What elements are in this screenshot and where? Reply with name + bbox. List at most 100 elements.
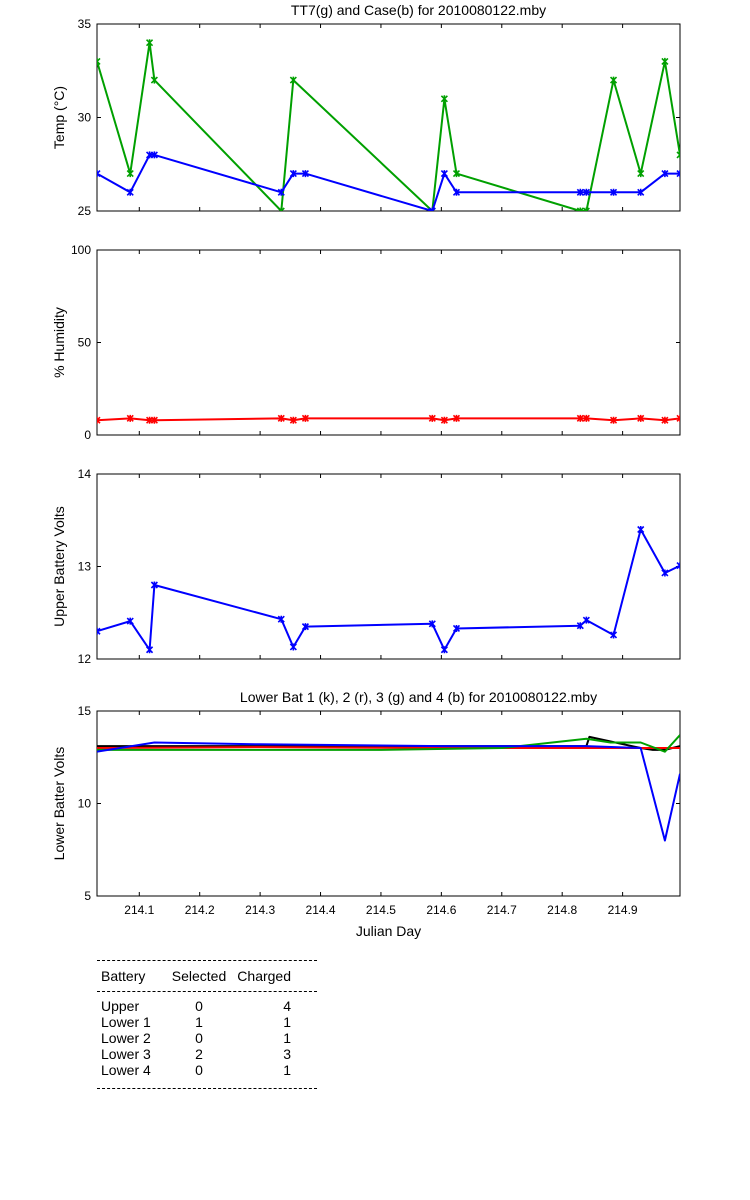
data-point: [428, 620, 436, 628]
data-point: [97, 57, 101, 65]
table-bottom-rule: [97, 1088, 317, 1089]
table-row: Lower 2 0 1: [97, 1030, 317, 1046]
data-point: [661, 569, 669, 577]
row-battery: Lower 3: [101, 1046, 151, 1062]
data-point: [452, 624, 461, 633]
x-tick-label: 214.6: [426, 903, 456, 917]
data-point: [289, 643, 297, 651]
data-point: [661, 57, 669, 65]
data-point: [609, 631, 618, 639]
data-point: [428, 207, 436, 211]
data-point: [289, 76, 297, 84]
y-tick-label: 12: [78, 652, 92, 666]
data-point: [676, 562, 680, 570]
data-point: [440, 646, 448, 654]
table-row: Lower 1 1 1: [97, 1014, 317, 1030]
x-tick-label: 214.4: [306, 903, 336, 917]
data-point: [126, 170, 134, 178]
data-point: [145, 39, 154, 47]
y-tick-label: 25: [78, 204, 92, 218]
y-tick-label: 30: [78, 111, 92, 125]
row-battery: Lower 1: [101, 1014, 151, 1030]
chart-panel-3: 12 13 14 Upper Battery Volts: [51, 467, 681, 666]
data-point: [576, 414, 584, 422]
y-axis-label: % Humidity: [51, 307, 67, 378]
data-point: [301, 623, 309, 631]
header-selected: Selected: [171, 968, 227, 984]
x-tick-label: 214.1: [124, 903, 154, 917]
x-tick-label: 214.8: [547, 903, 577, 917]
row-selected: 0: [195, 998, 203, 1014]
row-charged: 3: [283, 1046, 291, 1062]
data-point: [126, 414, 134, 422]
data-point: [289, 170, 297, 178]
y-tick-label: 14: [78, 467, 92, 481]
table-top-rule: [97, 960, 317, 961]
table-header-row: Battery Selected Charged: [97, 961, 317, 991]
data-point: [452, 188, 461, 196]
data-point: [576, 622, 584, 630]
chart-title: Lower Bat 1 (k), 2 (r), 3 (g) and 4 (b) …: [240, 689, 597, 705]
data-point: [126, 188, 134, 196]
data-point: [440, 95, 448, 103]
data-point: [301, 170, 309, 178]
y-tick-label: 35: [78, 17, 92, 31]
series-1: [97, 39, 680, 211]
data-point: [637, 525, 645, 534]
series-line: [97, 528, 680, 651]
data-point: [661, 170, 669, 178]
series-line: [97, 41, 680, 211]
data-point: [661, 416, 669, 424]
x-tick-label: 214.3: [245, 903, 275, 917]
data-point: [609, 188, 618, 196]
chart-panel-1: 25 30 35 TT7(g) and Case(b) for 2010080122.…: [51, 2, 681, 218]
data-point: [301, 414, 309, 422]
y-tick-label: 100: [71, 243, 91, 257]
data-point: [582, 188, 590, 196]
data-point: [277, 615, 285, 623]
data-point: [428, 414, 436, 422]
data-point: [576, 188, 584, 196]
y-axis-label: Upper Battery Volts: [51, 506, 67, 627]
data-point: [289, 416, 297, 424]
row-selected: 0: [195, 1030, 203, 1046]
series-2: [97, 746, 680, 749]
row-battery: Lower 2: [101, 1030, 151, 1046]
data-point: [676, 414, 680, 422]
row-charged: 1: [283, 1014, 291, 1030]
row-selected: 2: [195, 1046, 203, 1062]
data-point: [452, 170, 461, 178]
data-point: [637, 188, 645, 196]
row-battery: Lower 4: [101, 1062, 151, 1078]
row-charged: 1: [283, 1030, 291, 1046]
chart-panel-4: 5 10 15 214.1 214.2 214.3 214.4 214.5 214.6 214.7…: [51, 689, 681, 939]
data-point: [150, 416, 158, 424]
series-1: [97, 414, 680, 424]
data-point: [97, 416, 101, 424]
row-selected: 1: [195, 1014, 203, 1030]
series-line: [97, 734, 680, 753]
series-2: [97, 151, 680, 211]
data-point: [637, 170, 645, 178]
data-point: [97, 170, 101, 178]
x-tick-label: 214.9: [608, 903, 638, 917]
y-tick-label: 5: [84, 889, 91, 903]
chart-title: TT7(g) and Case(b) for 2010080122.mby: [291, 2, 546, 18]
plot-frame: [96, 249, 681, 436]
data-point: [637, 414, 645, 422]
data-point: [582, 616, 590, 624]
battery-table: Battery Selected Charged Upper 0 4 Lower…: [97, 960, 317, 1089]
data-point: [440, 416, 448, 424]
y-tick-label: 50: [78, 336, 92, 350]
y-tick-label: 10: [78, 797, 92, 811]
data-point: [440, 170, 448, 178]
data-point: [97, 627, 101, 635]
series-4: [97, 741, 680, 842]
y-axis-label: Lower Batter Volts: [51, 747, 67, 861]
row-battery: Upper: [101, 998, 140, 1014]
y-tick-label: 0: [84, 428, 91, 442]
data-point: [150, 151, 158, 159]
y-tick-label: 13: [78, 560, 92, 574]
series-3: [97, 734, 680, 753]
